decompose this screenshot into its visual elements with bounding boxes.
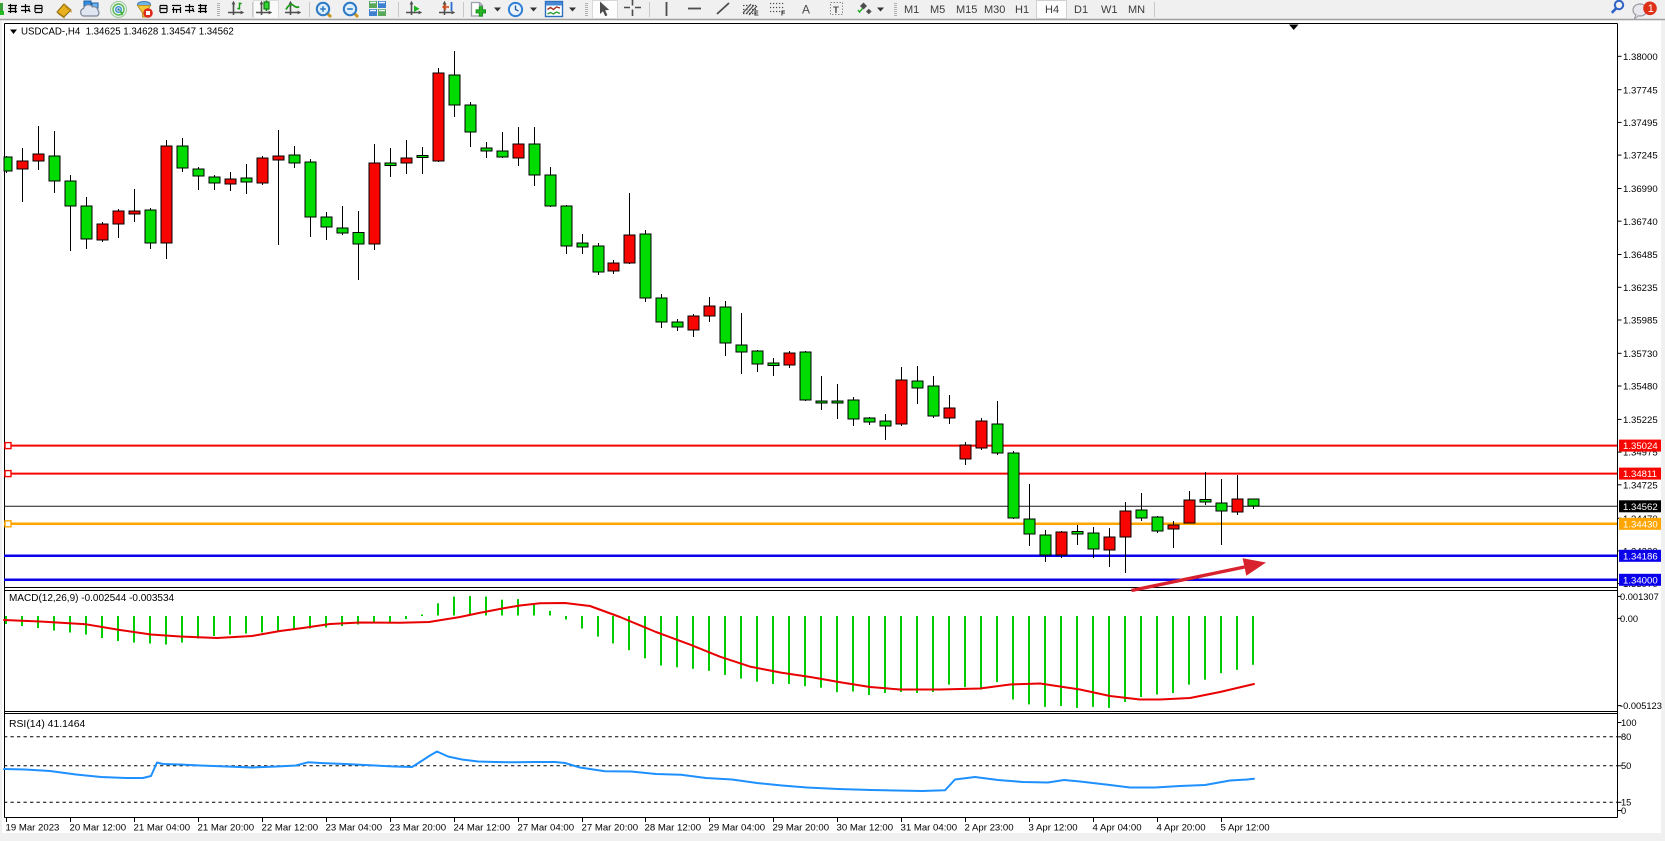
svg-text:1.34725: 1.34725 bbox=[1623, 480, 1658, 491]
svg-text:1.35730: 1.35730 bbox=[1623, 349, 1658, 360]
svg-text:4 Apr 04:00: 4 Apr 04:00 bbox=[1093, 823, 1142, 834]
svg-text:5 Apr 12:00: 5 Apr 12:00 bbox=[1221, 823, 1270, 834]
svg-text:0: 0 bbox=[1621, 806, 1626, 816]
svg-text:1.35480: 1.35480 bbox=[1623, 382, 1658, 393]
svg-text:1.37745: 1.37745 bbox=[1623, 85, 1658, 96]
svg-text:28 Mar 12:00: 28 Mar 12:00 bbox=[645, 823, 702, 834]
svg-text:1.37495: 1.37495 bbox=[1623, 118, 1658, 129]
svg-text:1.35225: 1.35225 bbox=[1623, 415, 1658, 426]
svg-text:-0.005123: -0.005123 bbox=[1620, 701, 1662, 711]
svg-text:100: 100 bbox=[1621, 718, 1637, 728]
svg-text:20 Mar 12:00: 20 Mar 12:00 bbox=[70, 823, 127, 834]
svg-text:1.36740: 1.36740 bbox=[1623, 217, 1658, 228]
svg-text:19 Mar 2023: 19 Mar 2023 bbox=[6, 823, 60, 834]
svg-text:1.35024: 1.35024 bbox=[1623, 441, 1658, 452]
svg-text:29 Mar 04:00: 29 Mar 04:00 bbox=[709, 823, 766, 834]
svg-text:80: 80 bbox=[1621, 732, 1631, 742]
svg-text:1.35985: 1.35985 bbox=[1623, 316, 1658, 327]
svg-text:1.34000: 1.34000 bbox=[1623, 575, 1658, 586]
svg-text:0.00: 0.00 bbox=[1620, 614, 1638, 624]
svg-text:1.36235: 1.36235 bbox=[1623, 283, 1658, 294]
svg-text:E: E bbox=[754, 11, 759, 18]
svg-text:2 Apr 23:00: 2 Apr 23:00 bbox=[965, 823, 1014, 834]
svg-text:24 Mar 12:00: 24 Mar 12:00 bbox=[454, 823, 511, 834]
svg-text:1.34562: 1.34562 bbox=[1623, 502, 1658, 513]
svg-text:1.36990: 1.36990 bbox=[1623, 184, 1658, 195]
svg-text:H4: H4 bbox=[1045, 4, 1059, 16]
svg-text:T: T bbox=[833, 5, 839, 16]
svg-text:MN: MN bbox=[1128, 4, 1145, 16]
svg-text:H1: H1 bbox=[1015, 4, 1029, 16]
svg-text:RSI(14) 41.1464: RSI(14) 41.1464 bbox=[9, 719, 85, 730]
svg-text:USDCAD-,H4 1.34625 1.34628 1.: USDCAD-,H4 1.34625 1.34628 1.34547 1.345… bbox=[21, 27, 234, 38]
svg-text:50: 50 bbox=[1621, 761, 1631, 771]
svg-text:0.001307: 0.001307 bbox=[1620, 592, 1659, 602]
svg-text:23 Mar 20:00: 23 Mar 20:00 bbox=[390, 823, 447, 834]
svg-text:1.36485: 1.36485 bbox=[1623, 250, 1658, 261]
svg-text:27 Mar 04:00: 27 Mar 04:00 bbox=[518, 823, 575, 834]
svg-text:MACD(12,26,9) -0.002544 -0.003: MACD(12,26,9) -0.002544 -0.003534 bbox=[9, 593, 175, 604]
svg-text:M30: M30 bbox=[984, 4, 1005, 16]
svg-text:M1: M1 bbox=[904, 4, 919, 16]
svg-text:1.38000: 1.38000 bbox=[1623, 52, 1658, 63]
svg-text:1.34186: 1.34186 bbox=[1623, 551, 1658, 562]
svg-text:F: F bbox=[781, 11, 786, 18]
svg-text:1.34811: 1.34811 bbox=[1623, 469, 1657, 480]
svg-text:30 Mar 12:00: 30 Mar 12:00 bbox=[837, 823, 894, 834]
svg-text:15: 15 bbox=[1621, 798, 1631, 808]
svg-text:1.34430: 1.34430 bbox=[1623, 519, 1658, 530]
svg-text:D1: D1 bbox=[1074, 4, 1088, 16]
svg-text:W1: W1 bbox=[1101, 4, 1118, 16]
svg-text:1: 1 bbox=[1648, 3, 1654, 15]
svg-text:1.37245: 1.37245 bbox=[1623, 151, 1658, 162]
svg-text:21 Mar 04:00: 21 Mar 04:00 bbox=[134, 823, 191, 834]
svg-text:29 Mar 20:00: 29 Mar 20:00 bbox=[773, 823, 830, 834]
svg-text:4 Apr 20:00: 4 Apr 20:00 bbox=[1157, 823, 1206, 834]
svg-text:23 Mar 04:00: 23 Mar 04:00 bbox=[326, 823, 383, 834]
svg-text:3 Apr 12:00: 3 Apr 12:00 bbox=[1029, 823, 1078, 834]
svg-text:21 Mar 20:00: 21 Mar 20:00 bbox=[198, 823, 255, 834]
svg-text:M15: M15 bbox=[956, 4, 977, 16]
svg-text:M5: M5 bbox=[930, 4, 945, 16]
svg-text:27 Mar 20:00: 27 Mar 20:00 bbox=[582, 823, 639, 834]
svg-text:22 Mar 12:00: 22 Mar 12:00 bbox=[262, 823, 319, 834]
svg-text:31 Mar 04:00: 31 Mar 04:00 bbox=[901, 823, 958, 834]
svg-text:1.34975: 1.34975 bbox=[1623, 448, 1658, 459]
svg-text:A: A bbox=[802, 3, 810, 17]
